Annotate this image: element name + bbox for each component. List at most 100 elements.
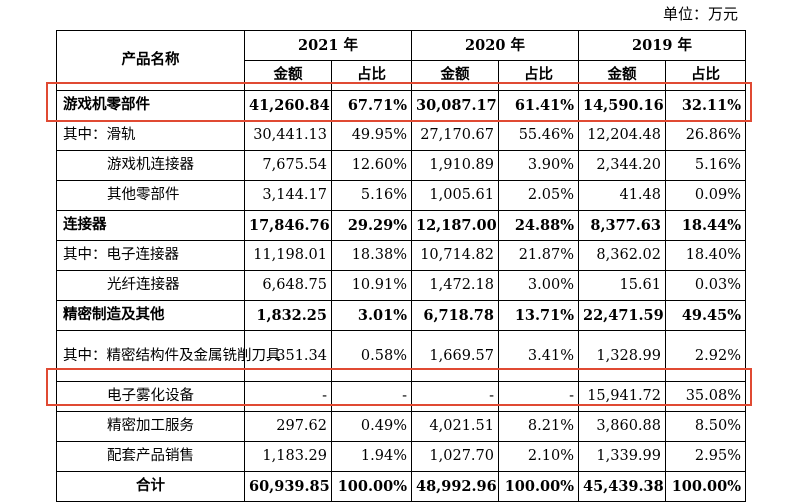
cell-amount-2019: 12,204.48: [578, 120, 666, 151]
table-row: 其中：电子连接器 11,198.01 18.38% 10,714.82 21.8…: [56, 240, 746, 271]
row-label: 游戏机连接器: [56, 150, 245, 181]
cell-amount-2019: 41.48: [578, 180, 666, 211]
table-row: 连接器 17,846.76 29.29% 12,187.00 24.88% 8,…: [56, 210, 746, 241]
cell-ratio-2020: -: [498, 381, 579, 412]
ratio-header: 占比: [498, 60, 579, 91]
cell-ratio-2019: 8.50%: [665, 411, 746, 442]
table-row: 其他零部件 3,144.17 5.16% 1,005.61 2.05% 41.4…: [56, 180, 746, 211]
cell-amount-2021: 7,675.54: [244, 150, 332, 181]
table-row: 配套产品销售 1,183.29 1.94% 1,027.70 2.10% 1,3…: [56, 441, 746, 472]
row-label: 精密制造及其他: [56, 300, 245, 331]
cell-amount-2021: 1,183.29: [244, 441, 332, 472]
cell-amount-2019: 15,941.72: [578, 381, 666, 412]
cell-amount-2021: 41,260.84: [244, 90, 332, 121]
cell-ratio-2020: 3.41%: [498, 330, 579, 382]
cell-ratio-2020: 2.10%: [498, 441, 579, 472]
cell-ratio-2020: 13.71%: [498, 300, 579, 331]
cell-ratio-2021: 29.29%: [331, 210, 412, 241]
cell-amount-2020: 1,027.70: [411, 441, 499, 472]
cell-ratio-2019: 2.92%: [665, 330, 746, 382]
cell-ratio-2020: 55.46%: [498, 120, 579, 151]
cell-amount-2021: -: [244, 381, 332, 412]
cell-amount-2019: 1,339.99: [578, 441, 666, 472]
cell-ratio-2019: 0.09%: [665, 180, 746, 211]
amount-header: 金额: [578, 60, 666, 91]
table-row: 精密加工服务 297.62 0.49% 4,021.51 8.21% 3,860…: [56, 411, 746, 442]
cell-amount-2019: 15.61: [578, 270, 666, 301]
cell-amount-2019: 45,439.38: [578, 471, 666, 502]
ratio-header: 占比: [665, 60, 746, 91]
cell-ratio-2021: 12.60%: [331, 150, 412, 181]
cell-ratio-2020: 3.00%: [498, 270, 579, 301]
table-row: 游戏机连接器 7,675.54 12.60% 1,910.89 3.90% 2,…: [56, 150, 746, 181]
cell-ratio-2019: 18.40%: [665, 240, 746, 271]
row-label: 电子雾化设备: [56, 381, 245, 412]
cell-ratio-2020: 2.05%: [498, 180, 579, 211]
row-label: 光纤连接器: [56, 270, 245, 301]
cell-amount-2020: 1,669.57: [411, 330, 499, 382]
cell-ratio-2020: 21.87%: [498, 240, 579, 271]
cell-ratio-2020: 61.41%: [498, 90, 579, 121]
cell-amount-2019: 3,860.88: [578, 411, 666, 442]
cell-amount-2020: 12,187.00: [411, 210, 499, 241]
cell-amount-2021: 17,846.76: [244, 210, 332, 241]
cell-ratio-2021: 100.00%: [331, 471, 412, 502]
cell-ratio-2019: 100.00%: [665, 471, 746, 502]
cell-ratio-2021: -: [331, 381, 412, 412]
cell-amount-2020: 10,714.82: [411, 240, 499, 271]
row-label: 精密加工服务: [56, 411, 245, 442]
cell-amount-2021: 1,832.25: [244, 300, 332, 331]
cell-ratio-2019: 18.44%: [665, 210, 746, 241]
cell-amount-2021: 351.34: [244, 330, 332, 382]
cell-ratio-2021: 3.01%: [331, 300, 412, 331]
table-row: 电子雾化设备 - - - - 15,941.72 35.08%: [56, 381, 746, 412]
cell-ratio-2021: 0.49%: [331, 411, 412, 442]
cell-amount-2020: 1,005.61: [411, 180, 499, 211]
product-name-header: 产品名称: [56, 30, 245, 91]
cell-amount-2019: 8,377.63: [578, 210, 666, 241]
cell-amount-2021: 6,648.75: [244, 270, 332, 301]
cell-amount-2020: -: [411, 381, 499, 412]
table-row: 游戏机零部件 41,260.84 67.71% 30,087.17 61.41%…: [56, 90, 746, 121]
table-row: 光纤连接器 6,648.75 10.91% 1,472.18 3.00% 15.…: [56, 270, 746, 301]
cell-amount-2021: 30,441.13: [244, 120, 332, 151]
cell-ratio-2019: 2.95%: [665, 441, 746, 472]
cell-ratio-2021: 10.91%: [331, 270, 412, 301]
cell-amount-2019: 14,590.16: [578, 90, 666, 121]
row-label: 连接器: [56, 210, 245, 241]
cell-ratio-2019: 0.03%: [665, 270, 746, 301]
cell-ratio-2020: 100.00%: [498, 471, 579, 502]
cell-amount-2020: 6,718.78: [411, 300, 499, 331]
cell-ratio-2021: 18.38%: [331, 240, 412, 271]
cell-amount-2019: 2,344.20: [578, 150, 666, 181]
row-label: 其中：精密结构件及金属铣削刀具: [56, 330, 281, 382]
cell-ratio-2020: 24.88%: [498, 210, 579, 241]
cell-amount-2020: 48,992.96: [411, 471, 499, 502]
table-row: 精密制造及其他 1,832.25 3.01% 6,718.78 13.71% 2…: [56, 300, 746, 331]
row-label: 配套产品销售: [56, 441, 245, 472]
row-label: 其他零部件: [56, 180, 245, 211]
cell-ratio-2021: 49.95%: [331, 120, 412, 151]
year-header-2021: 2021 年: [244, 30, 412, 61]
cell-ratio-2020: 8.21%: [498, 411, 579, 442]
cell-amount-2021: 60,939.85: [244, 471, 332, 502]
cell-amount-2021: 3,144.17: [244, 180, 332, 211]
cell-ratio-2021: 5.16%: [331, 180, 412, 211]
cell-ratio-2019: 35.08%: [665, 381, 746, 412]
cell-ratio-2019: 32.11%: [665, 90, 746, 121]
cell-ratio-2021: 0.58%: [331, 330, 412, 382]
cell-ratio-2021: 1.94%: [331, 441, 412, 472]
table-row-total: 合计 60,939.85 100.00% 48,992.96 100.00% 4…: [56, 471, 746, 502]
table-row: 其中：滑轨 30,441.13 49.95% 27,170.67 55.46% …: [56, 120, 746, 151]
ratio-header: 占比: [331, 60, 412, 91]
cell-amount-2020: 1,472.18: [411, 270, 499, 301]
amount-header: 金额: [244, 60, 332, 91]
cell-amount-2020: 30,087.17: [411, 90, 499, 121]
cell-ratio-2019: 49.45%: [665, 300, 746, 331]
row-label: 其中：滑轨: [56, 120, 245, 151]
cell-amount-2020: 4,021.51: [411, 411, 499, 442]
header-row-years: 产品名称 2021 年 2020 年 2019 年: [56, 30, 746, 91]
cell-ratio-2019: 26.86%: [665, 120, 746, 151]
revenue-breakdown-table: 产品名称 2021 年 2020 年 2019 年 金额 占比 金额 占比 金额…: [56, 30, 746, 502]
unit-label: 单位：万元: [662, 5, 738, 23]
